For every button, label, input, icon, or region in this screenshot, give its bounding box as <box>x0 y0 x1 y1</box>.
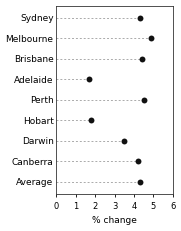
Point <box>90 119 93 122</box>
Point <box>123 139 126 143</box>
Point <box>88 78 91 81</box>
Point <box>138 16 141 20</box>
Point <box>140 57 143 61</box>
Point <box>136 160 139 163</box>
Point <box>138 180 141 184</box>
X-axis label: % change: % change <box>92 216 137 225</box>
Point <box>142 98 145 102</box>
Point <box>150 36 153 40</box>
